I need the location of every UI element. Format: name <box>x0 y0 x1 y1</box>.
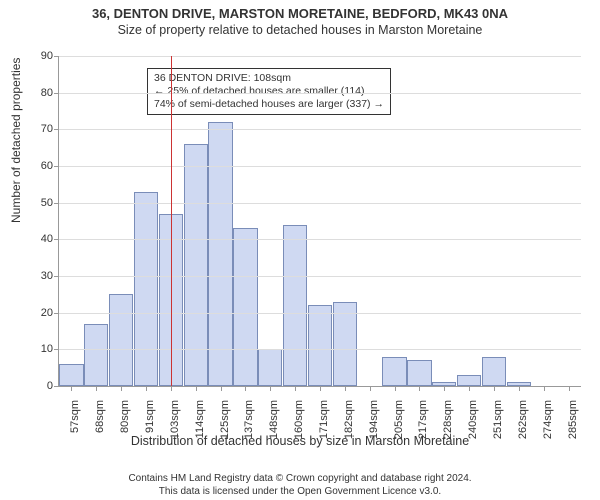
x-tick-mark <box>146 386 147 391</box>
y-tick-label: 0 <box>47 380 59 392</box>
y-tick-label: 20 <box>41 307 59 319</box>
x-tick-label: 57sqm <box>69 400 81 460</box>
histogram-bar <box>208 122 232 386</box>
x-tick-label: 137sqm <box>243 400 255 460</box>
x-tick-label: 148sqm <box>268 400 280 460</box>
chart-container: Number of detached properties 36 DENTON … <box>0 48 600 448</box>
x-tick-label: 182sqm <box>343 400 355 460</box>
annotation-line: 74% of semi-detached houses are larger (… <box>154 98 384 111</box>
plot-area: 36 DENTON DRIVE: 108sqm ← 25% of detache… <box>58 56 581 387</box>
x-tick-mark <box>569 386 570 391</box>
x-tick-label: 103sqm <box>169 400 181 460</box>
x-tick-mark <box>494 386 495 391</box>
y-tick-label: 50 <box>41 197 59 209</box>
y-tick-label: 90 <box>41 50 59 62</box>
x-tick-mark <box>519 386 520 391</box>
x-tick-mark <box>121 386 122 391</box>
x-tick-mark <box>345 386 346 391</box>
x-tick-mark <box>295 386 296 391</box>
x-tick-label: 194sqm <box>368 400 380 460</box>
x-tick-mark <box>221 386 222 391</box>
histogram-bar <box>59 364 83 386</box>
histogram-bar <box>109 294 133 386</box>
y-axis-label: Number of detached properties <box>9 58 23 223</box>
grid-line <box>59 56 581 57</box>
y-tick-label: 70 <box>41 123 59 135</box>
histogram-bar <box>283 225 307 386</box>
x-tick-label: 240sqm <box>467 400 479 460</box>
x-tick-label: 217sqm <box>417 400 429 460</box>
x-tick-mark <box>196 386 197 391</box>
x-tick-label: 114sqm <box>194 400 206 460</box>
x-tick-label: 68sqm <box>94 400 106 460</box>
grid-line <box>59 93 581 94</box>
footer-line: This data is licensed under the Open Gov… <box>0 485 600 498</box>
histogram-bar <box>382 357 406 386</box>
grid-line <box>59 166 581 167</box>
x-tick-label: 125sqm <box>219 400 231 460</box>
annotation-line: 36 DENTON DRIVE: 108sqm <box>154 72 384 85</box>
footer-attribution: Contains HM Land Registry data © Crown c… <box>0 472 600 498</box>
x-tick-mark <box>469 386 470 391</box>
histogram-bar <box>457 375 481 386</box>
x-axis-caption: Distribution of detached houses by size … <box>0 434 600 448</box>
y-tick-label: 10 <box>41 343 59 355</box>
x-tick-label: 80sqm <box>119 400 131 460</box>
histogram-bar <box>134 192 158 386</box>
x-tick-label: 171sqm <box>318 400 330 460</box>
histogram-bar <box>333 302 357 386</box>
histogram-bar <box>407 360 431 386</box>
histogram-bar <box>308 305 332 386</box>
page-subtitle: Size of property relative to detached ho… <box>0 23 600 37</box>
x-tick-label: 160sqm <box>293 400 305 460</box>
x-tick-mark <box>245 386 246 391</box>
x-tick-mark <box>544 386 545 391</box>
x-tick-mark <box>96 386 97 391</box>
y-tick-label: 30 <box>41 270 59 282</box>
grid-line <box>59 129 581 130</box>
page-root: 36, DENTON DRIVE, MARSTON MORETAINE, BED… <box>0 6 600 500</box>
grid-line <box>59 239 581 240</box>
x-tick-mark <box>395 386 396 391</box>
x-tick-mark <box>270 386 271 391</box>
x-tick-label: 274sqm <box>542 400 554 460</box>
histogram-bar <box>482 357 506 386</box>
x-tick-mark <box>320 386 321 391</box>
x-tick-label: 262sqm <box>517 400 529 460</box>
y-tick-label: 40 <box>41 233 59 245</box>
grid-line <box>59 276 581 277</box>
x-tick-label: 251sqm <box>492 400 504 460</box>
x-tick-mark <box>71 386 72 391</box>
reference-marker-line <box>171 56 172 386</box>
x-tick-mark <box>370 386 371 391</box>
grid-line <box>59 349 581 350</box>
histogram-bar <box>84 324 108 386</box>
histogram-bar <box>233 228 257 386</box>
x-tick-label: 285sqm <box>567 400 579 460</box>
grid-line <box>59 203 581 204</box>
y-tick-label: 60 <box>41 160 59 172</box>
x-tick-label: 228sqm <box>442 400 454 460</box>
histogram-bar <box>258 349 282 386</box>
x-tick-mark <box>171 386 172 391</box>
grid-line <box>59 313 581 314</box>
page-title: 36, DENTON DRIVE, MARSTON MORETAINE, BED… <box>0 6 600 21</box>
x-tick-label: 91sqm <box>144 400 156 460</box>
footer-line: Contains HM Land Registry data © Crown c… <box>0 472 600 485</box>
x-tick-label: 205sqm <box>393 400 405 460</box>
x-tick-mark <box>444 386 445 391</box>
y-tick-label: 80 <box>41 87 59 99</box>
x-tick-mark <box>419 386 420 391</box>
